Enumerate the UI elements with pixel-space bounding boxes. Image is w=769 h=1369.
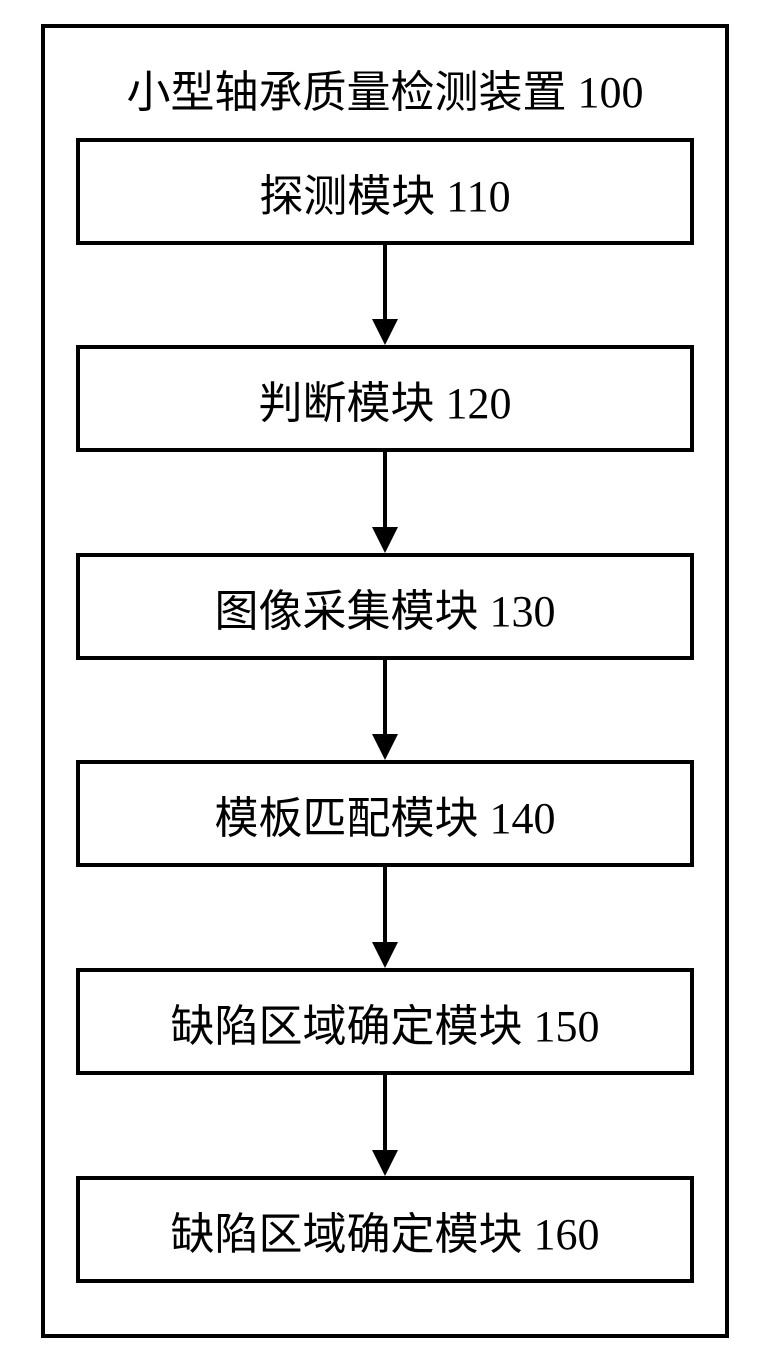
module-box-detection: 探测模块 110 [76, 138, 694, 245]
arrow-down-icon [368, 867, 402, 969]
diagram-title: 小型轴承质量检测装置 100 [95, 56, 675, 120]
module-label: 缺陷区域确定模块 150 [171, 990, 600, 1054]
arrow-down-icon [368, 660, 402, 761]
diagram-canvas: 小型轴承质量检测装置 100 探测模块 110 判断模块 120 图像采集模块 … [0, 0, 769, 1369]
module-box-image-acquisition: 图像采集模块 130 [76, 553, 694, 660]
arrow-down-icon [368, 452, 402, 554]
module-label: 判断模块 120 [259, 367, 512, 431]
arrow-down-icon [368, 245, 402, 346]
module-label: 缺陷区域确定模块 160 [171, 1198, 600, 1262]
module-box-defect-region-2: 缺陷区域确定模块 160 [76, 1176, 694, 1283]
module-box-template-matching: 模板匹配模块 140 [76, 760, 694, 867]
module-label: 探测模块 110 [259, 160, 510, 224]
module-box-defect-region-1: 缺陷区域确定模块 150 [76, 968, 694, 1075]
module-box-judgment: 判断模块 120 [76, 345, 694, 452]
arrow-down-icon [368, 1075, 402, 1177]
module-label: 图像采集模块 130 [215, 575, 556, 639]
module-label: 模板匹配模块 140 [215, 782, 556, 846]
